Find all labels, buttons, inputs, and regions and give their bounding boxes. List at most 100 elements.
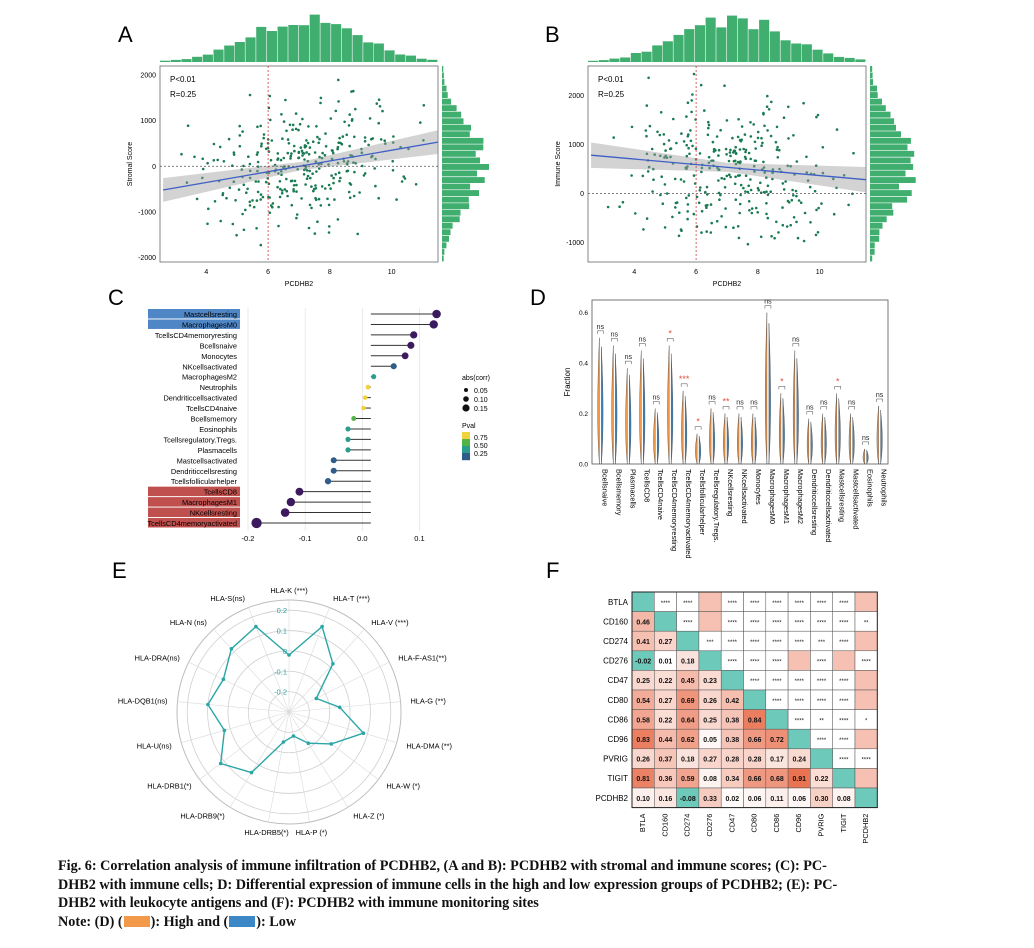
right-histogram-bar bbox=[442, 255, 444, 262]
scatter-point bbox=[723, 186, 727, 189]
x-category-label: Tcellsregulatory.Tregs. bbox=[712, 469, 721, 543]
scatter-point bbox=[297, 151, 301, 154]
lollipop-dot bbox=[330, 467, 337, 474]
heatmap-cell-label: **** bbox=[683, 620, 693, 626]
radar-category-label: HLA-DRA(ns) bbox=[135, 654, 180, 663]
row-label: CD160 bbox=[603, 617, 628, 626]
lollipop-dot bbox=[432, 309, 441, 319]
scatter-point bbox=[685, 143, 688, 147]
scatter-point bbox=[759, 235, 763, 239]
scatter-point bbox=[281, 137, 284, 140]
scatter-point bbox=[651, 190, 654, 193]
scatter-point bbox=[313, 232, 317, 235]
scatter-point bbox=[381, 109, 384, 113]
violin-low bbox=[726, 417, 729, 465]
size-legend-title: abs(corr) bbox=[462, 375, 490, 382]
heatmap-cell-label: 0.83 bbox=[636, 737, 650, 744]
heatmap-cell-label: **** bbox=[772, 679, 782, 685]
scatter-point bbox=[634, 212, 637, 215]
scatter-point bbox=[300, 149, 304, 153]
x-tick-label: 10 bbox=[388, 269, 396, 276]
scatter-point bbox=[319, 96, 323, 100]
scatter-point bbox=[707, 123, 711, 127]
scatter-point bbox=[842, 174, 846, 177]
violin-low bbox=[824, 417, 827, 465]
heatmap-cell-label: 0.72 bbox=[770, 737, 784, 744]
figure-caption: Fig. 6: Correlation analysis of immune i… bbox=[58, 857, 998, 931]
scatter-point bbox=[814, 233, 818, 237]
scatter-point bbox=[252, 205, 256, 209]
x-tick-label: 4 bbox=[204, 269, 208, 276]
scatter-point bbox=[292, 184, 296, 187]
scatter-point bbox=[760, 136, 763, 140]
row-label: TIGIT bbox=[608, 774, 629, 783]
scatter-point bbox=[329, 187, 332, 190]
top-histogram-bar bbox=[812, 49, 823, 62]
scatter-point bbox=[213, 200, 217, 203]
top-histogram-bar bbox=[705, 17, 716, 63]
top-histogram-bar bbox=[801, 44, 812, 62]
scatter-point bbox=[790, 198, 794, 202]
heatmap-cell-label: 0.62 bbox=[681, 737, 695, 744]
x-tick-label: 8 bbox=[328, 269, 332, 276]
heatmap-cell bbox=[698, 611, 722, 632]
radar-category-label: HLA-G (**) bbox=[410, 697, 445, 706]
scatter-point bbox=[288, 123, 292, 127]
heatmap-cell-label: **** bbox=[817, 738, 827, 744]
right-histogram-bar bbox=[442, 98, 452, 105]
category-label: Tcellsregulatory.Tregs. bbox=[163, 435, 237, 444]
heatmap-cell-label: 0.02 bbox=[726, 796, 740, 803]
scatter-point bbox=[287, 142, 291, 145]
heatmap-border bbox=[631, 591, 878, 809]
scatter-point bbox=[723, 84, 726, 87]
scatter-point bbox=[802, 239, 806, 243]
size-legend-label: 0.10 bbox=[474, 397, 488, 404]
scatter-point bbox=[289, 179, 293, 183]
right-histogram-bar bbox=[442, 72, 444, 79]
radar-point bbox=[329, 742, 334, 746]
color-legend-swatch bbox=[462, 439, 470, 447]
scatter-point bbox=[219, 219, 222, 223]
significance-label: ns bbox=[750, 400, 758, 407]
scatter-point bbox=[238, 124, 241, 128]
scatter-point bbox=[284, 98, 287, 102]
right-histogram-bar bbox=[870, 72, 873, 79]
scatter-point bbox=[347, 124, 351, 127]
scatter-point bbox=[835, 186, 838, 190]
heatmap-cell-label: **** bbox=[817, 601, 827, 607]
scatter-point bbox=[330, 157, 334, 161]
heatmap-cell bbox=[854, 728, 878, 750]
violin-high bbox=[862, 448, 865, 465]
violin-high bbox=[876, 405, 879, 465]
scatter-point bbox=[216, 158, 219, 162]
right-histogram-bar bbox=[442, 118, 464, 125]
scatter-point bbox=[656, 130, 659, 134]
scatter-point bbox=[787, 137, 790, 140]
scatter-point bbox=[767, 108, 771, 111]
scatter-point bbox=[212, 159, 216, 162]
scatter-point bbox=[362, 174, 366, 177]
scatter-point bbox=[678, 211, 681, 214]
heatmap-cell-label: **** bbox=[839, 738, 849, 744]
scatter-point bbox=[337, 100, 340, 103]
top-histogram-bar bbox=[694, 25, 705, 62]
scatter-point bbox=[756, 186, 760, 190]
scatter-point bbox=[645, 217, 649, 220]
violin-high bbox=[792, 350, 796, 465]
x-category-label: MacrophagesM0 bbox=[768, 469, 777, 524]
heatmap-cell-label: 0.22 bbox=[815, 776, 829, 783]
right-histogram-bar bbox=[442, 209, 461, 216]
scatter-point bbox=[717, 168, 721, 171]
highlight-box bbox=[148, 486, 240, 497]
scatter-point bbox=[689, 129, 692, 132]
scatter-point bbox=[295, 216, 298, 220]
heatmap-cell-label: **** bbox=[683, 601, 693, 607]
scatter-point bbox=[711, 140, 715, 144]
right-histogram-bar bbox=[870, 105, 886, 112]
scatter-point bbox=[733, 149, 737, 153]
x-axis-label: PCDHB2 bbox=[713, 281, 742, 288]
significance-bracket bbox=[806, 411, 814, 415]
scatter-point bbox=[813, 189, 817, 193]
heatmap-cell-label: 0.64 bbox=[681, 717, 695, 724]
scatter-point bbox=[363, 172, 367, 175]
